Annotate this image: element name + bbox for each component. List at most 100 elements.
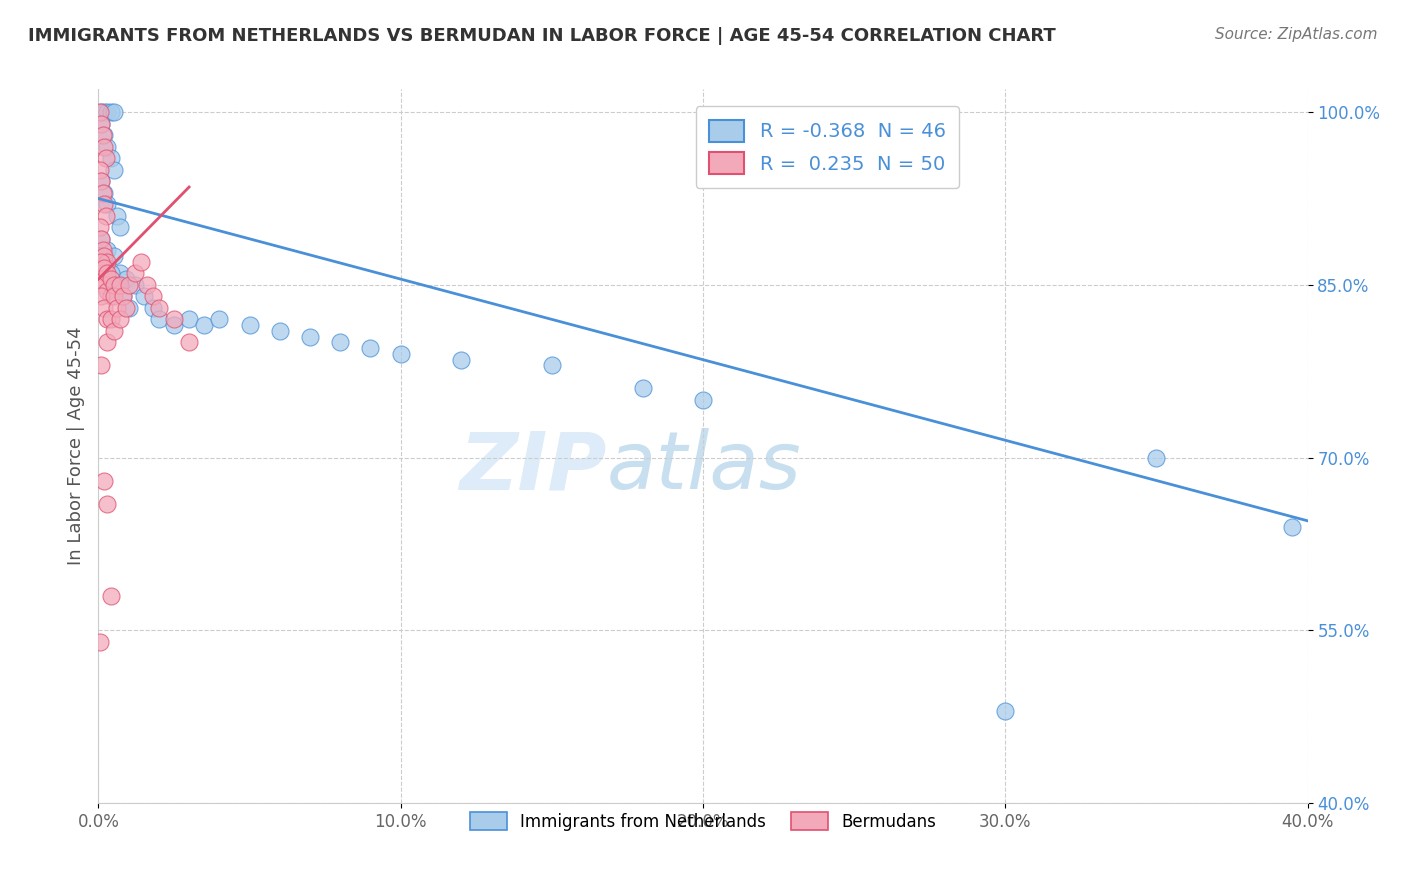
Point <box>89 162 111 177</box>
Point <box>96 335 118 350</box>
Point <box>90 105 112 120</box>
Point <box>93 301 115 315</box>
Point <box>100 151 122 165</box>
Point <box>89 266 111 280</box>
Point <box>148 312 170 326</box>
Point <box>193 318 215 333</box>
Point <box>118 301 141 315</box>
Point <box>111 289 134 303</box>
Point <box>93 277 115 292</box>
Point <box>129 255 152 269</box>
Point <box>90 289 112 303</box>
Point <box>93 128 115 143</box>
Point <box>96 284 118 298</box>
Point <box>103 277 125 292</box>
Point <box>163 312 186 326</box>
Point <box>100 312 122 326</box>
Point <box>91 186 114 200</box>
Point <box>96 266 118 280</box>
Point <box>90 117 112 131</box>
Point <box>90 174 112 188</box>
Point <box>100 289 122 303</box>
Point <box>90 255 112 269</box>
Point <box>163 318 186 333</box>
Point <box>96 312 118 326</box>
Point <box>96 244 118 258</box>
Point <box>91 128 114 143</box>
Point <box>93 105 115 120</box>
Point <box>239 318 262 333</box>
Legend: Immigrants from Netherlands, Bermudans: Immigrants from Netherlands, Bermudans <box>464 805 942 838</box>
Point <box>93 197 115 211</box>
Point <box>103 162 125 177</box>
Point <box>114 301 136 315</box>
Text: Source: ZipAtlas.com: Source: ZipAtlas.com <box>1215 27 1378 42</box>
Point <box>108 220 131 235</box>
Point <box>111 289 134 303</box>
Text: atlas: atlas <box>606 428 801 507</box>
Point <box>100 105 122 120</box>
Point <box>108 312 131 326</box>
Point <box>142 289 165 303</box>
Point <box>132 289 155 303</box>
Point <box>329 335 352 350</box>
Point <box>89 634 111 648</box>
Point <box>100 589 122 603</box>
Point <box>208 312 231 326</box>
Point <box>96 255 118 269</box>
Point <box>540 359 562 373</box>
Point <box>94 209 117 223</box>
Text: IMMIGRANTS FROM NETHERLANDS VS BERMUDAN IN LABOR FORCE | AGE 45-54 CORRELATION C: IMMIGRANTS FROM NETHERLANDS VS BERMUDAN … <box>28 27 1056 45</box>
Point <box>105 301 128 315</box>
Point <box>105 209 128 223</box>
Point <box>93 260 115 275</box>
Point <box>90 359 112 373</box>
Point <box>90 232 112 246</box>
Point <box>93 186 115 200</box>
Point <box>118 277 141 292</box>
Point <box>269 324 291 338</box>
Point <box>96 105 118 120</box>
Point <box>692 392 714 407</box>
Point <box>299 329 322 343</box>
Point <box>103 289 125 303</box>
Point <box>108 277 131 292</box>
Point <box>89 220 111 235</box>
Point <box>100 266 122 280</box>
Point <box>124 266 146 280</box>
Point <box>994 704 1017 718</box>
Point <box>96 140 118 154</box>
Point <box>93 249 115 263</box>
Point <box>90 272 112 286</box>
Point <box>360 341 382 355</box>
Point <box>148 301 170 315</box>
Point <box>94 151 117 165</box>
Point <box>90 174 112 188</box>
Point <box>89 105 111 120</box>
Point <box>100 272 122 286</box>
Point <box>93 255 115 269</box>
Point <box>96 197 118 211</box>
Point <box>389 347 412 361</box>
Point <box>179 312 201 326</box>
Point <box>103 249 125 263</box>
Text: ZIP: ZIP <box>458 428 606 507</box>
Point <box>105 277 128 292</box>
Point <box>93 474 115 488</box>
Point <box>631 381 654 395</box>
Point <box>90 117 112 131</box>
Y-axis label: In Labor Force | Age 45-54: In Labor Force | Age 45-54 <box>66 326 84 566</box>
Point <box>142 301 165 315</box>
Point <box>135 277 157 292</box>
Point <box>103 105 125 120</box>
Point <box>108 266 131 280</box>
Point <box>96 497 118 511</box>
Point <box>1281 519 1303 533</box>
Point <box>91 244 114 258</box>
Point <box>1144 450 1167 465</box>
Point <box>93 140 115 154</box>
Point <box>90 232 112 246</box>
Point <box>103 324 125 338</box>
Point <box>114 272 136 286</box>
Point <box>124 277 146 292</box>
